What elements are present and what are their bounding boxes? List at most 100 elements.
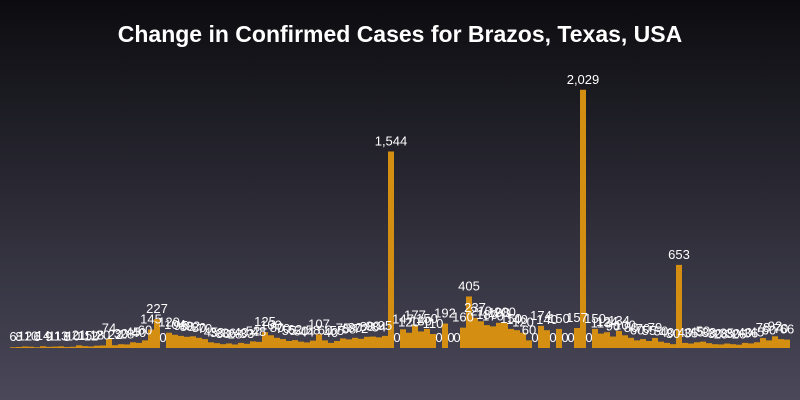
bar [556,328,562,348]
value-label: 55 [282,323,296,338]
value-label: 10 [66,329,80,344]
bar [82,346,88,348]
value-label: 38 [210,325,224,340]
value-label: 170 [482,308,504,323]
bar [88,346,94,348]
bar [46,346,52,348]
value-label: 30 [114,326,128,341]
bar [376,337,382,348]
bar [460,327,466,348]
value-label: 0 [549,330,556,345]
bar [172,334,178,348]
value-label: 80 [192,320,206,335]
value-label: 84 [372,319,386,334]
bar [34,347,40,348]
value-label: 140 [506,312,528,327]
bar [274,337,280,348]
bar [370,336,376,348]
value-label: 45 [750,324,764,339]
value-label: 1,544 [375,133,408,148]
bar [28,346,34,348]
value-label: 50 [654,324,668,339]
bar [130,342,136,348]
value-label: 0 [393,330,400,345]
bar [352,337,358,348]
bar [514,330,520,348]
value-label: 30 [216,326,230,341]
bar [298,341,304,348]
chart-title: Change in Confirmed Cases for Brazos, Te… [118,21,683,47]
value-label: 38 [702,325,716,340]
value-label: 113 [591,316,612,331]
value-label: 36 [222,325,236,340]
value-label: 107 [308,316,330,331]
bar [400,329,406,348]
bar [382,335,388,348]
bar [670,344,676,348]
value-label: 45 [204,324,218,339]
value-label: 150 [416,311,438,326]
bar [238,342,244,348]
value-label: 13 [54,328,68,343]
value-label: 50 [294,324,308,339]
bar [406,332,412,348]
value-label: 90 [606,319,620,334]
value-label: 0 [453,330,460,345]
bar [442,323,448,348]
bar [154,319,160,348]
bar [520,332,526,348]
value-label: 70 [636,321,650,336]
bar [754,342,760,348]
value-label: 70 [198,321,212,336]
bar [220,344,226,348]
value-label: 100 [614,317,636,332]
value-label: 14 [36,328,50,343]
value-label: 150 [548,311,570,326]
value-label: 210 [470,303,492,318]
value-label: 60 [762,322,776,337]
value-label: 75 [336,320,350,335]
bar [388,151,394,348]
bar [214,343,220,348]
bar [70,346,76,348]
bar [334,341,340,348]
value-label: 157 [566,310,588,325]
bar [628,337,634,348]
value-label: 0 [531,330,538,345]
value-label: 78 [756,320,770,335]
value-label: 26 [732,327,746,342]
bar [622,335,628,348]
bar [646,341,652,348]
bar [100,345,106,348]
value-label: 22 [108,327,122,342]
bar [76,345,82,348]
bar [58,346,64,348]
value-label: 2,029 [567,72,600,87]
value-label: 12 [18,328,32,343]
value-label: 134 [608,313,630,328]
bar [508,328,514,348]
bar [784,339,790,348]
value-label: 120 [158,315,180,330]
value-label: 79 [648,320,662,335]
bar [772,336,778,348]
value-label: 21 [72,327,86,342]
value-label: 8 [15,329,22,344]
value-label: 30 [708,326,722,341]
bar [244,343,250,348]
value-label: 92 [186,318,200,333]
value-label: 140 [536,312,558,327]
bar [22,346,28,348]
value-label: 177 [404,307,426,322]
bar [190,336,196,348]
bar [742,342,748,348]
value-label: 62 [288,322,302,337]
value-label: 40 [678,325,692,340]
bar [682,342,688,348]
bar [694,342,700,348]
value-label: 48 [252,324,266,339]
value-label: 227 [146,301,168,316]
bar [466,296,472,348]
bar [340,338,346,348]
value-label: 50 [696,324,710,339]
